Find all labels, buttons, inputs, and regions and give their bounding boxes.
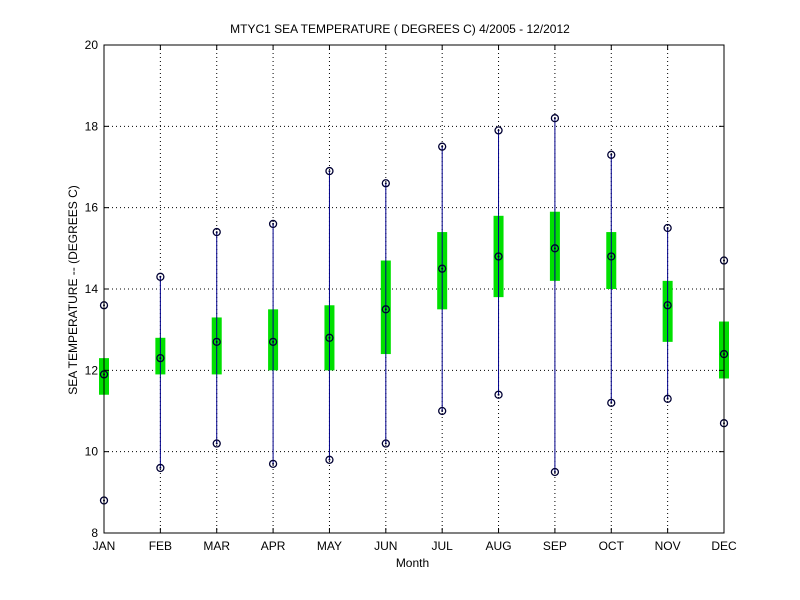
- median-marker: [325, 333, 334, 342]
- y-tick-label: 20: [85, 38, 99, 52]
- y-tick-label: 14: [85, 282, 99, 296]
- max-marker-dot: [272, 222, 275, 225]
- min-marker: [663, 394, 672, 403]
- max-marker-dot: [215, 231, 218, 234]
- x-tick-label: FEB: [149, 539, 172, 553]
- min-marker-dot: [610, 401, 613, 404]
- max-marker-dot: [666, 227, 669, 229]
- median-marker-dot: [328, 336, 331, 339]
- max-marker: [607, 150, 616, 159]
- min-marker-dot: [553, 471, 556, 473]
- max-marker: [381, 179, 390, 188]
- max-marker-dot: [553, 117, 556, 120]
- min-marker-dot: [441, 410, 444, 412]
- x-tick-label: MAY: [317, 539, 342, 553]
- median-marker-dot: [159, 357, 162, 360]
- x-tick-label: MAR: [203, 539, 230, 553]
- min-marker-dot: [384, 442, 387, 445]
- x-axis-label: Month: [395, 556, 430, 570]
- y-axis-label: SEA TEMPERATURE -- (DEGREES C): [66, 185, 80, 395]
- max-marker: [550, 114, 560, 123]
- min-marker-dot: [497, 393, 500, 396]
- boxes: [99, 114, 729, 505]
- min-marker: [268, 459, 278, 469]
- min-marker: [550, 467, 560, 477]
- y-tick-label: 12: [85, 363, 99, 377]
- min-marker: [212, 439, 221, 448]
- max-marker-dot: [328, 170, 331, 173]
- min-marker: [381, 439, 390, 448]
- max-marker-dot: [384, 182, 387, 185]
- min-marker: [494, 390, 503, 399]
- median-marker-dot: [666, 304, 669, 307]
- x-tick-label: JAN: [93, 539, 116, 553]
- x-tick-label: NOV: [655, 539, 681, 553]
- grid: [104, 45, 724, 533]
- max-marker-dot: [610, 153, 613, 156]
- y-tick-label: 10: [85, 445, 99, 459]
- x-tick-label: DEC: [711, 539, 737, 553]
- min-marker: [325, 455, 334, 464]
- max-marker: [156, 272, 165, 281]
- median-marker: [494, 252, 503, 261]
- max-marker: [325, 166, 334, 176]
- median-marker-dot: [215, 340, 218, 343]
- median-marker-dot: [553, 247, 556, 250]
- max-marker: [438, 142, 447, 151]
- max-marker: [663, 223, 672, 233]
- min-marker-dot: [215, 442, 218, 445]
- x-tick-label: JUN: [374, 539, 397, 553]
- median-marker-dot: [272, 340, 275, 343]
- axes-frame: [103, 44, 725, 534]
- median-marker: [438, 264, 447, 273]
- min-marker: [438, 406, 447, 416]
- min-marker-dot: [666, 397, 669, 400]
- max-marker-dot: [441, 145, 444, 148]
- y-tick-label: 16: [85, 201, 99, 215]
- max-marker-dot: [159, 275, 162, 278]
- min-marker: [607, 398, 616, 408]
- median-marker: [381, 305, 390, 314]
- median-marker-dot: [610, 255, 613, 258]
- max-marker-dot: [497, 129, 500, 132]
- median-marker: [663, 301, 672, 310]
- chart-title: MTYC1 SEA TEMPERATURE ( DEGREES C) 4/200…: [230, 22, 570, 36]
- x-tick-label: AUG: [486, 539, 512, 553]
- max-marker: [212, 227, 221, 237]
- y-tick-label: 8: [91, 526, 98, 540]
- x-tick-label: OCT: [599, 539, 625, 553]
- median-marker: [212, 337, 221, 347]
- max-marker: [268, 219, 278, 229]
- median-marker-dot: [384, 308, 387, 311]
- x-tick-label: SEP: [543, 539, 567, 553]
- min-marker-dot: [328, 458, 331, 461]
- median-marker-dot: [497, 255, 500, 258]
- x-tick-label: APR: [261, 539, 286, 553]
- y-tick-label: 18: [85, 119, 99, 133]
- median-marker: [550, 244, 560, 253]
- median-marker-dot: [441, 267, 444, 270]
- min-marker-dot: [272, 462, 275, 465]
- median-marker: [607, 252, 616, 261]
- min-marker: [156, 463, 165, 473]
- median-marker: [156, 353, 165, 363]
- min-marker-dot: [159, 466, 162, 469]
- ticks: 8 10 12 14 16 18 20 JAN FEB MAR APR MAY JUN JUL AUG SEP…: [85, 38, 737, 553]
- median-marker: [268, 337, 278, 347]
- max-marker: [494, 126, 503, 135]
- x-tick-label: JUL: [432, 539, 454, 553]
